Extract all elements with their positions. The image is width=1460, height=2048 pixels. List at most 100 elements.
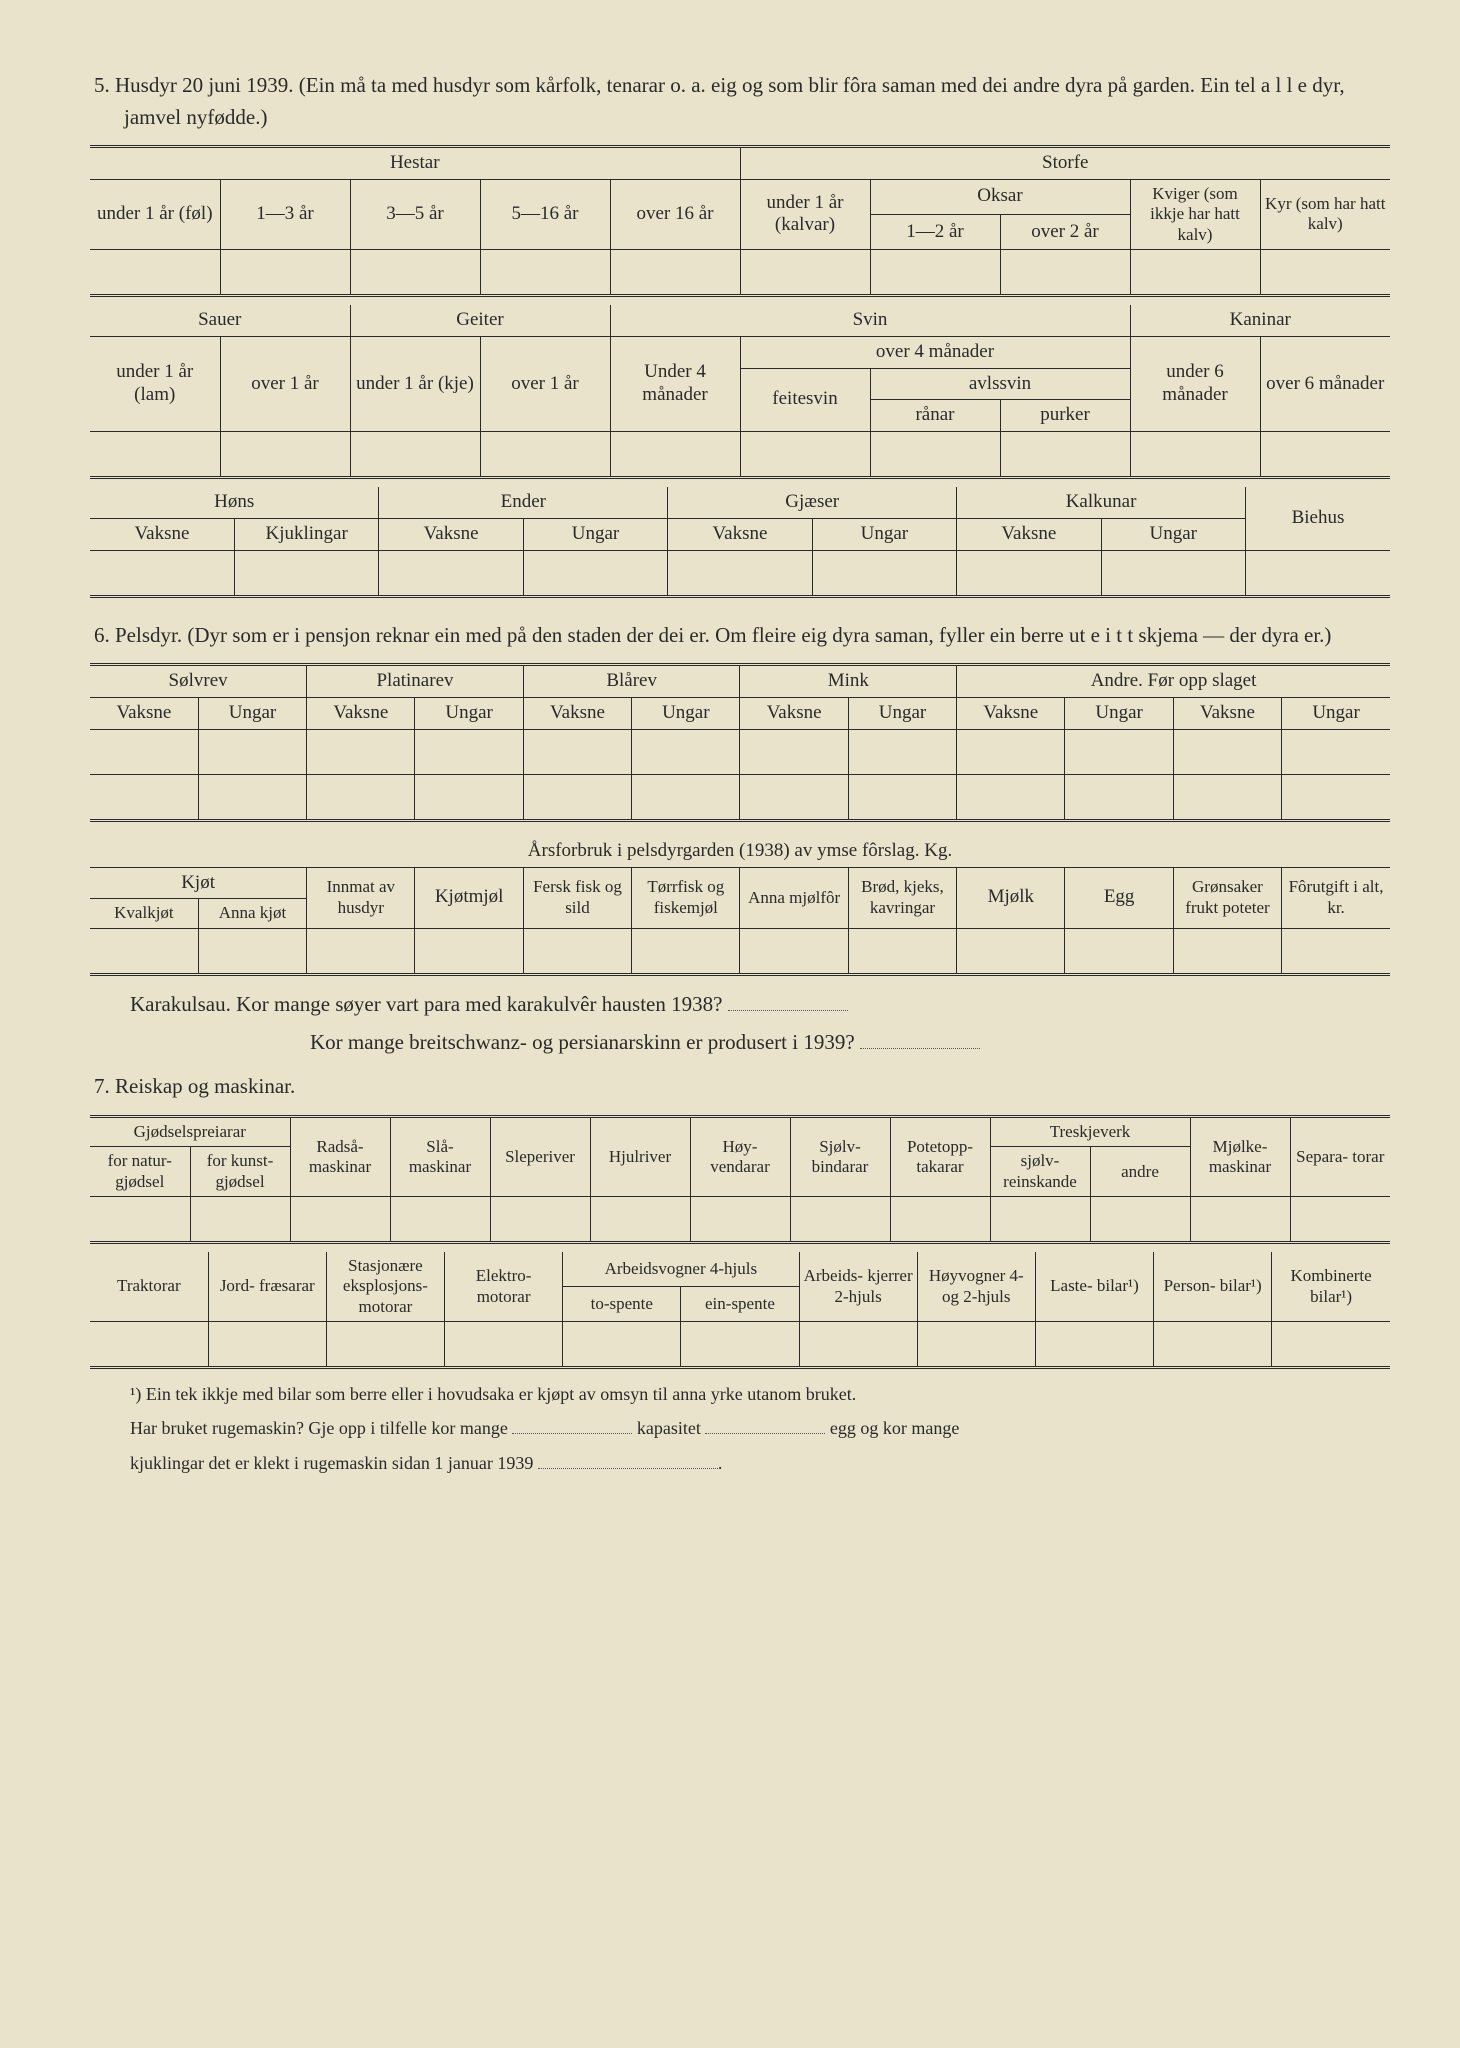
cell[interactable] [990,1197,1090,1243]
cell[interactable] [290,1197,390,1243]
cell[interactable] [415,774,523,820]
cell[interactable] [208,1322,326,1368]
cell[interactable] [307,928,415,974]
cell[interactable] [957,550,1101,596]
cell[interactable] [799,1322,917,1368]
cell[interactable] [523,774,631,820]
cell[interactable] [812,550,956,596]
table-pelsdyr: Sølvrev Platinarev Blårev Mink Andre. Fø… [90,663,1390,822]
cell[interactable] [379,550,523,596]
cell[interactable] [632,928,740,974]
cell[interactable] [1190,1197,1290,1243]
cell[interactable] [1065,729,1173,774]
cell[interactable] [957,729,1065,774]
cell[interactable] [610,249,740,295]
cell[interactable] [848,928,956,974]
cell[interactable] [1035,1322,1153,1368]
cell[interactable] [415,729,523,774]
cell[interactable] [1260,432,1390,478]
cell[interactable] [490,1197,590,1243]
cell[interactable] [198,928,306,974]
cell[interactable] [1173,774,1281,820]
cell[interactable] [198,729,306,774]
cell[interactable] [668,550,812,596]
cell[interactable] [1173,928,1281,974]
cell[interactable] [848,729,956,774]
cell[interactable] [1246,550,1391,596]
cell[interactable] [740,928,848,974]
cell[interactable] [90,432,220,478]
cell[interactable] [90,550,234,596]
cell[interactable] [220,249,350,295]
cell[interactable] [957,774,1065,820]
cell[interactable] [90,729,198,774]
cell[interactable] [1290,1197,1390,1243]
cell[interactable] [90,774,198,820]
cell[interactable] [90,928,198,974]
cell[interactable] [90,1322,208,1368]
cell[interactable] [1130,432,1260,478]
cell[interactable] [523,928,631,974]
cell[interactable] [1282,774,1390,820]
cell[interactable] [563,1322,681,1368]
cell[interactable] [1101,550,1245,596]
cell[interactable] [1000,249,1130,295]
cell[interactable] [523,729,631,774]
cell[interactable] [740,432,870,478]
cell[interactable] [632,774,740,820]
cell[interactable] [1130,249,1260,295]
cell[interactable] [480,249,610,295]
cell[interactable] [610,432,740,478]
cell[interactable] [917,1322,1035,1368]
cell[interactable] [480,432,610,478]
cell[interactable] [848,774,956,820]
cell[interactable] [198,774,306,820]
cell[interactable] [1154,1322,1272,1368]
hdr-sauer: Sauer [90,305,350,336]
col-vaksne: Vaksne [740,698,848,730]
cell[interactable] [1260,249,1390,295]
cell[interactable] [326,1322,444,1368]
cell[interactable] [220,432,350,478]
cell[interactable] [350,249,480,295]
cell[interactable] [1000,432,1130,478]
cell[interactable] [190,1197,290,1243]
cell[interactable] [234,550,378,596]
cell[interactable] [445,1322,563,1368]
cell[interactable] [740,249,870,295]
footnote-c: kjuklingar det er klekt i rugemaskin sid… [130,1453,533,1473]
cell[interactable] [957,928,1065,974]
cell[interactable] [870,249,1000,295]
cell[interactable] [90,249,220,295]
cell[interactable] [307,729,415,774]
cell[interactable] [1282,729,1390,774]
blank-input[interactable] [860,1034,980,1049]
cell[interactable] [1272,1322,1390,1368]
col-andre: andre [1090,1147,1190,1197]
cell[interactable] [590,1197,690,1243]
cell[interactable] [1065,928,1173,974]
cell[interactable] [632,729,740,774]
cell[interactable] [681,1322,799,1368]
cell[interactable] [350,432,480,478]
cell[interactable] [307,774,415,820]
cell[interactable] [415,928,523,974]
blank-input[interactable] [728,996,848,1011]
blank-input[interactable] [512,1419,632,1434]
blank-input[interactable] [705,1419,825,1434]
blank-input[interactable] [538,1454,718,1469]
cell[interactable] [740,774,848,820]
cell[interactable] [890,1197,990,1243]
cell[interactable] [523,550,667,596]
cell[interactable] [1282,928,1390,974]
cell[interactable] [740,729,848,774]
cell[interactable] [1065,774,1173,820]
cell[interactable] [90,1197,190,1243]
cell[interactable] [1173,729,1281,774]
cell[interactable] [690,1197,790,1243]
footnote-b-pre: Har bruket rugemaskin? Gje opp i tilfell… [130,1418,508,1438]
cell[interactable] [1090,1197,1190,1243]
cell[interactable] [390,1197,490,1243]
cell[interactable] [790,1197,890,1243]
cell[interactable] [870,432,1000,478]
